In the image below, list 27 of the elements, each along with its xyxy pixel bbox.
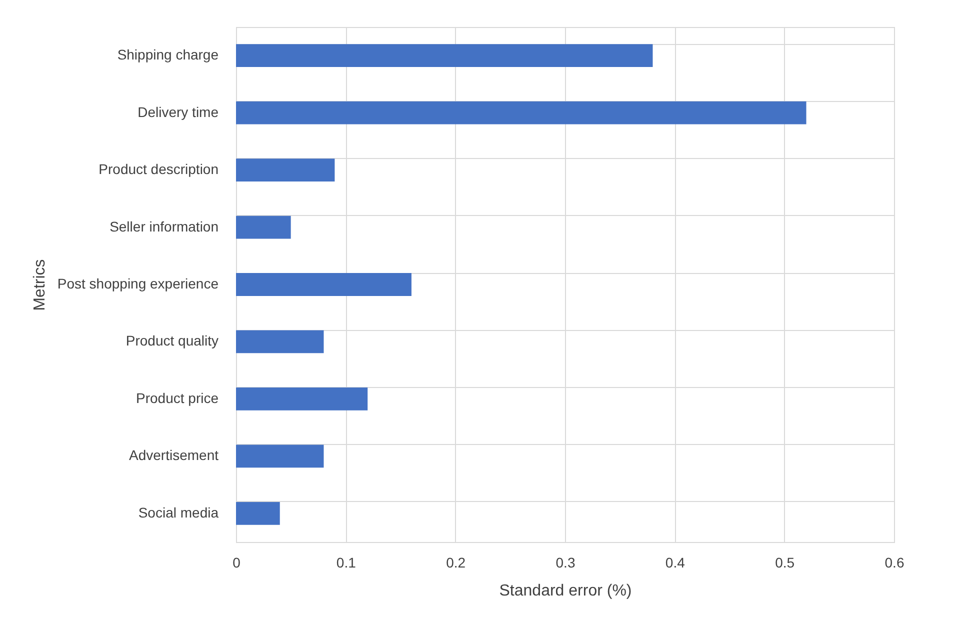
x-tick-label: 0.4 xyxy=(665,554,686,570)
y-tick-label: Product description xyxy=(98,161,218,178)
y-tick-label: Delivery time xyxy=(138,104,219,120)
bar xyxy=(236,101,806,124)
bar xyxy=(236,444,324,468)
y-tick-label: Seller information xyxy=(110,218,218,234)
x-axis-title: Standard error (%) xyxy=(499,582,632,600)
bar xyxy=(236,216,291,239)
bar xyxy=(236,502,280,525)
x-tick-label: 0.6 xyxy=(884,554,904,570)
bar xyxy=(236,330,324,354)
y-tick-label: Advertisement xyxy=(129,447,219,464)
bar xyxy=(236,273,412,296)
x-tick-label: 0.1 xyxy=(336,554,356,570)
bar xyxy=(236,158,335,182)
y-tick-label: Shipping charge xyxy=(117,46,219,63)
bar xyxy=(236,44,653,68)
y-tick-label: Product quality xyxy=(126,332,218,349)
y-tick-label: Product price xyxy=(136,390,219,406)
x-tick-label: 0 xyxy=(232,554,241,570)
x-tick-label: 0.5 xyxy=(775,554,795,570)
bar xyxy=(236,388,368,410)
x-tick-label: 0.2 xyxy=(446,554,466,570)
y-tick-label: Post shopping experience xyxy=(57,276,219,292)
y-tick-label: Social media xyxy=(138,504,219,520)
y-axis-title: Metrics xyxy=(31,259,48,311)
x-tick-label: 0.3 xyxy=(556,554,576,570)
